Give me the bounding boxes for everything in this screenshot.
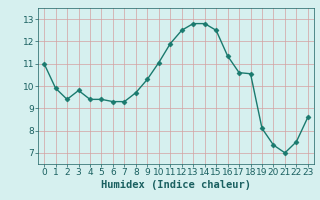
- X-axis label: Humidex (Indice chaleur): Humidex (Indice chaleur): [101, 180, 251, 190]
